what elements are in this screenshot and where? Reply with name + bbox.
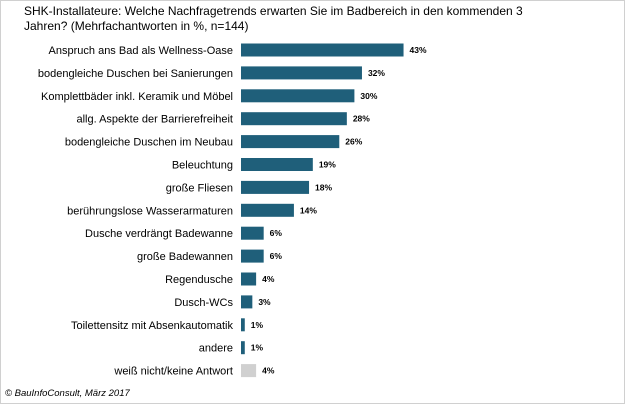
- category-label: Dusch-WCs: [174, 297, 233, 309]
- category-label: allg. Aspekte der Barrierefreiheit: [76, 114, 233, 126]
- bar: [241, 180, 310, 194]
- value-label: 6%: [270, 251, 283, 261]
- bar: [241, 341, 245, 355]
- value-label: 19%: [319, 160, 336, 170]
- value-label: 28%: [353, 114, 370, 124]
- bar: [241, 203, 294, 217]
- category-label: weiß nicht/keine Antwort: [113, 366, 233, 378]
- bar: [241, 89, 355, 103]
- category-label: Anspruch ans Bad als Wellness-Oase: [49, 45, 233, 57]
- category-label: Toilettensitz mit Absenkautomatik: [71, 320, 234, 332]
- chart-title: SHK-Installateure: Welche Nachfragetrend…: [24, 4, 614, 34]
- value-label: 14%: [300, 205, 317, 215]
- value-label: 6%: [270, 228, 283, 238]
- bar: [241, 158, 313, 171]
- value-label: 26%: [345, 137, 362, 147]
- value-label: 1%: [251, 320, 264, 330]
- category-label: große Fliesen: [166, 182, 233, 194]
- category-label: bodengleiche Duschen bei Sanierungen: [38, 68, 233, 80]
- bar: [241, 43, 404, 57]
- bar: [241, 226, 264, 240]
- chart-title-line-1: SHK-Installateure: Welche Nachfragetrend…: [24, 4, 523, 18]
- category-label: große Badewannen: [137, 251, 233, 263]
- bar: [241, 295, 253, 309]
- value-label: 4%: [262, 274, 275, 284]
- value-label: 18%: [315, 182, 332, 192]
- category-label: Dusche verdrängt Badewanne: [85, 228, 233, 240]
- value-label: 43%: [410, 45, 427, 55]
- category-label: Regendusche: [165, 274, 233, 286]
- category-label: berührungslose Wasserarmaturen: [67, 205, 233, 217]
- bar: [241, 135, 340, 149]
- bar: [241, 112, 347, 126]
- category-label: Beleuchtung: [172, 160, 233, 172]
- value-label: 30%: [360, 91, 377, 101]
- value-label: 1%: [251, 343, 264, 353]
- bar: [241, 272, 257, 286]
- value-label: 4%: [262, 366, 275, 376]
- bar: [241, 318, 245, 332]
- value-label: 32%: [368, 68, 385, 78]
- bar: [241, 66, 362, 80]
- source-credit: © BauInfoConsult, März 2017: [5, 388, 130, 399]
- category-label: Komplettbäder inkl. Keramik und Möbel: [41, 91, 233, 103]
- bar: [241, 364, 257, 378]
- value-label: 3%: [258, 297, 271, 307]
- bar: [241, 249, 264, 263]
- chart-title-line-2: Jahren? (Mehrfachantworten in %, n=144): [24, 19, 249, 33]
- category-label: bodengleiche Duschen im Neubau: [65, 137, 233, 149]
- category-label: andere: [199, 343, 233, 355]
